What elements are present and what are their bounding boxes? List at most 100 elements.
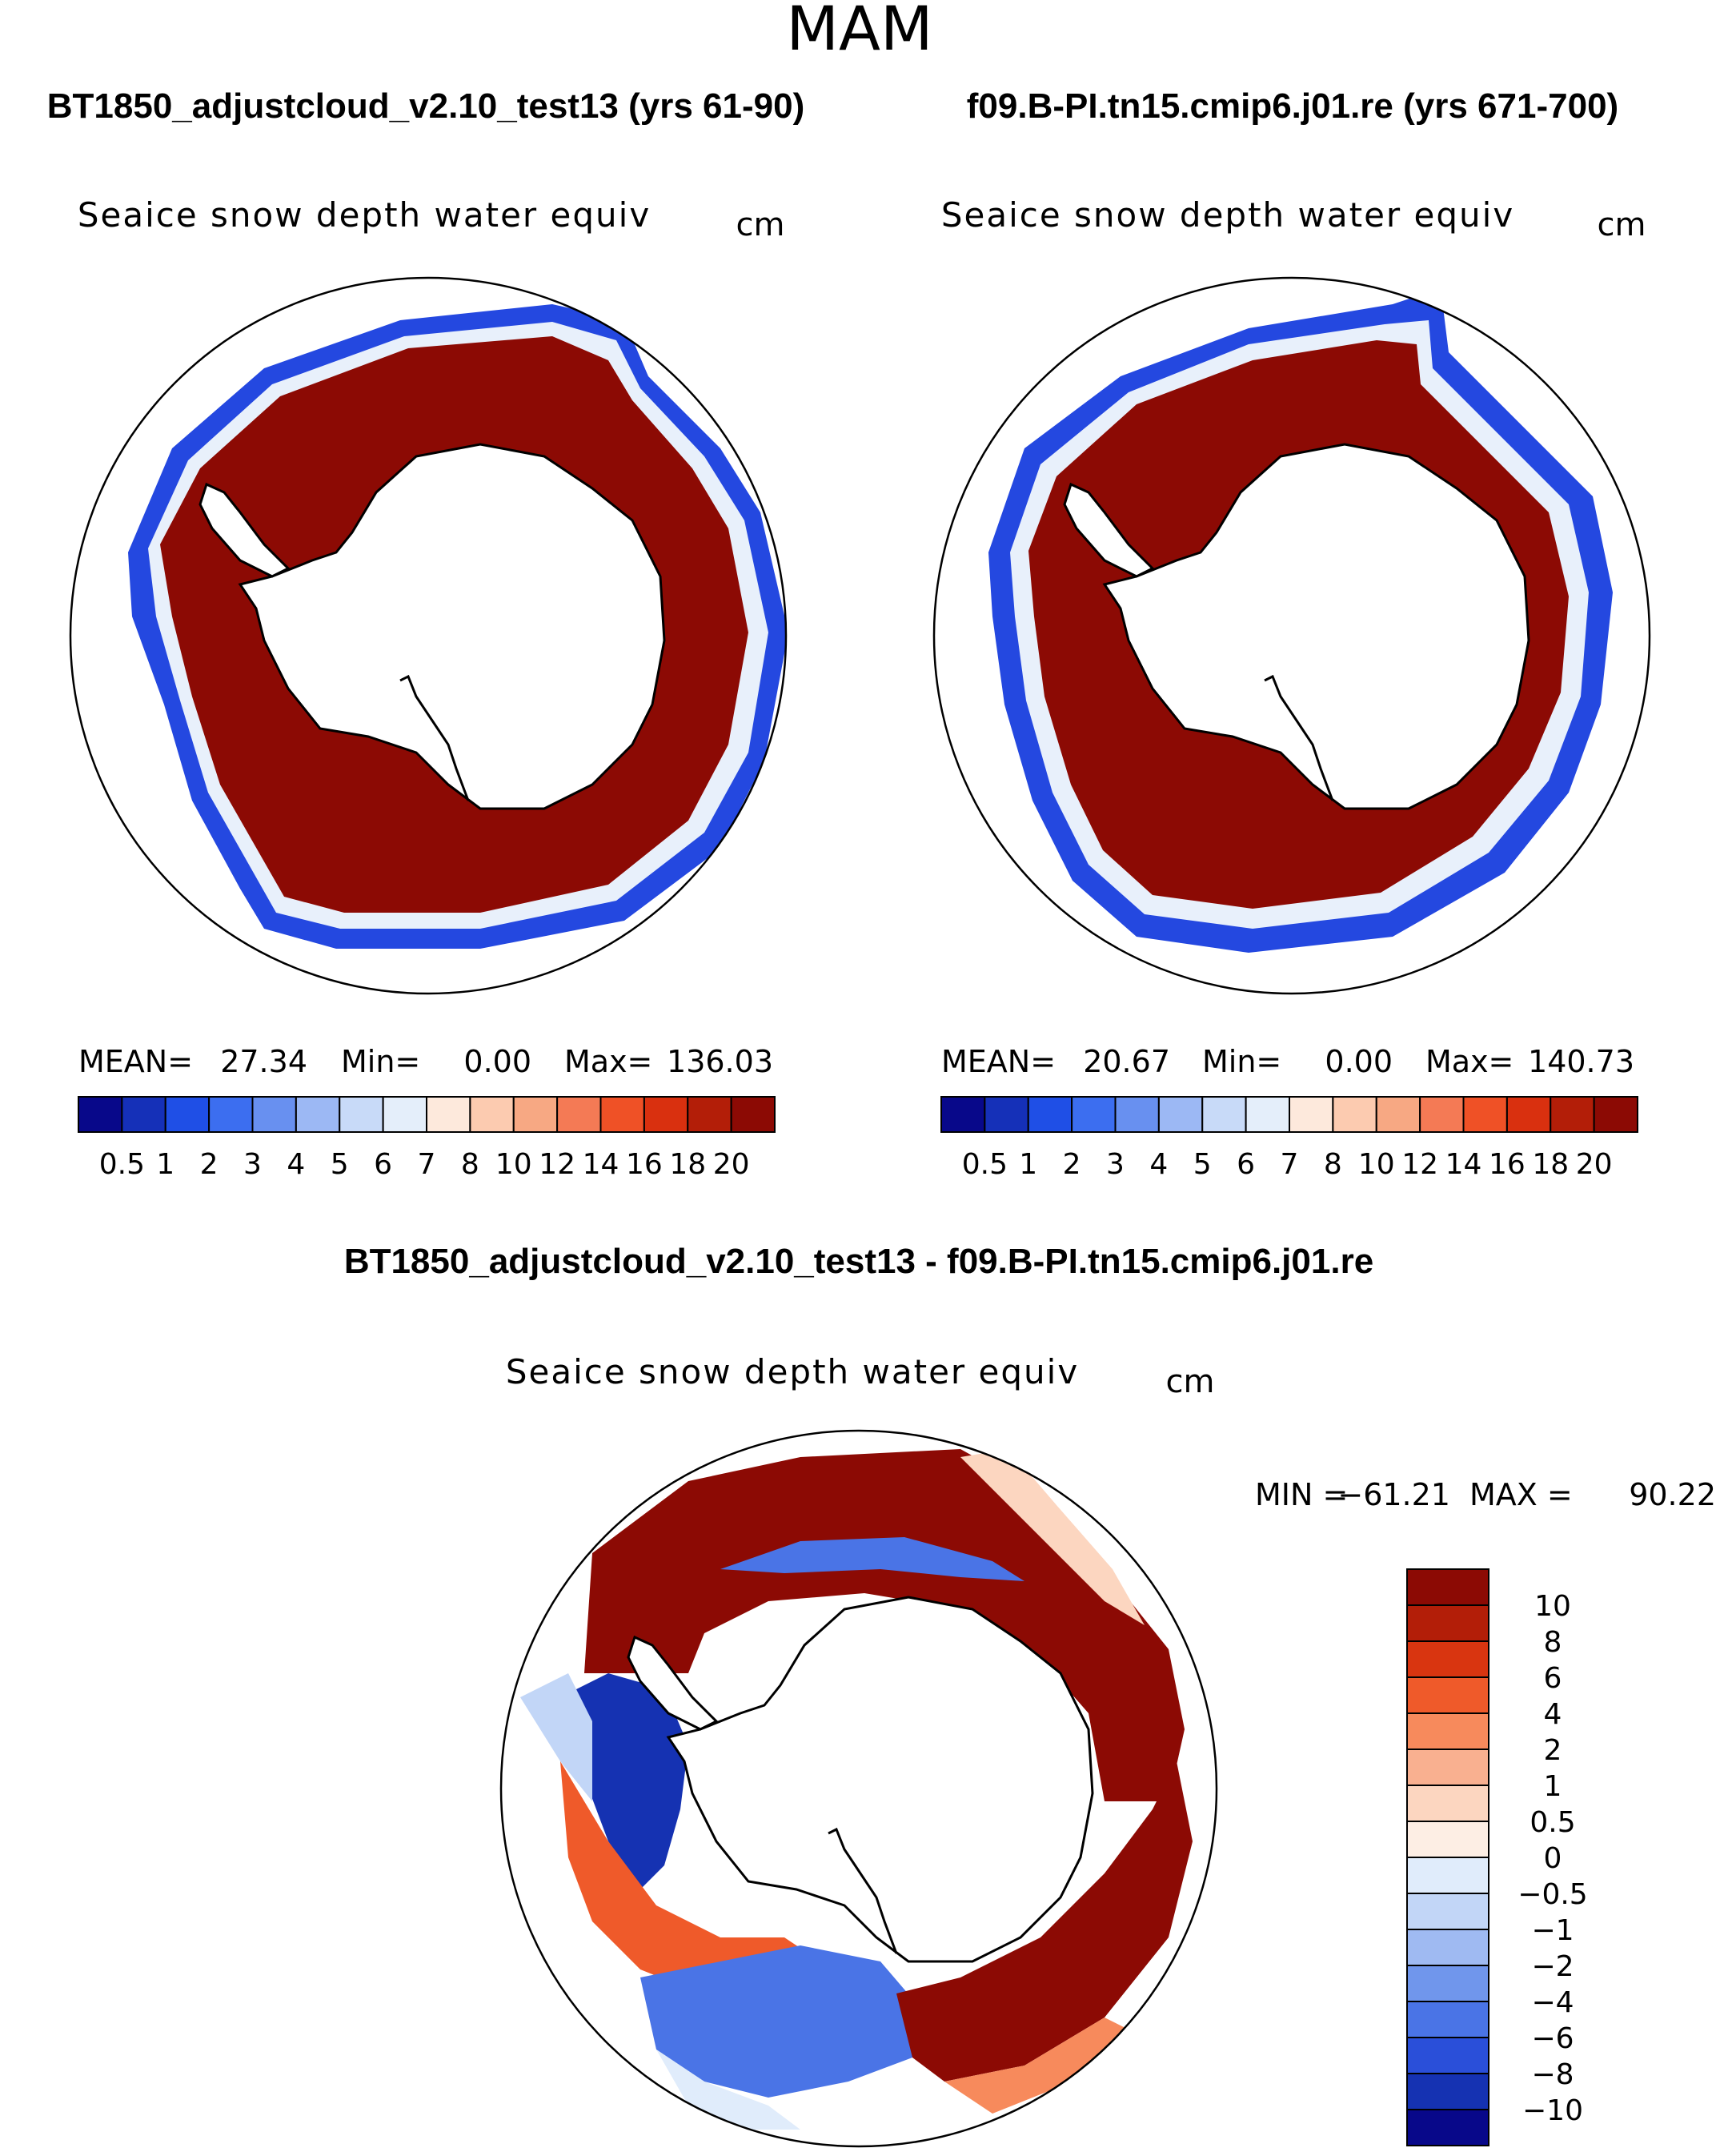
colorbar-diff-tick-label: 4	[1544, 1698, 1562, 1731]
max-value-diff: 90.22	[1629, 1477, 1716, 1512]
mean-value-right: 20.67	[1083, 1044, 1170, 1079]
colorbar-right-swatch	[1332, 1096, 1377, 1133]
colorbar-diff-tick-label: −8	[1531, 2058, 1574, 2091]
diff-negative-south	[640, 1945, 928, 2098]
colorbar-diff-tick-label: −1	[1531, 1914, 1574, 1947]
colorbar-left-tick-label: 16	[626, 1148, 663, 1181]
colorbar-right-swatch	[1419, 1096, 1465, 1133]
colorbar-diff-swatch	[1406, 1568, 1489, 1606]
max-label-diff: MAX =	[1469, 1477, 1573, 1512]
colorbar-diff-tick-label: 8	[1544, 1626, 1562, 1659]
colorbar-right: 0.5 1 2 3 4 5 6 7 8 10 12 14 16 18 20	[940, 1096, 1638, 1181]
colorbar-diff-tick-label: −2	[1531, 1950, 1574, 1983]
colorbar-left-tick-label: 2	[200, 1148, 219, 1181]
colorbar-diff-swatch	[1406, 1640, 1489, 1678]
colorbar-right-swatch	[1593, 1096, 1638, 1133]
colorbar-diff-swatch	[1406, 1965, 1489, 2002]
colorbar-left-swatch	[208, 1096, 254, 1133]
stats-diff: MIN = −61.21 MAX = 90.22	[1255, 1477, 1716, 1512]
mean-label-left: MEAN=	[78, 1044, 193, 1079]
colorbar-right-swatch	[1550, 1096, 1595, 1133]
ice-shelf-left	[399, 674, 470, 801]
colorbar-right-swatch	[1462, 1096, 1508, 1133]
colorbar-diff-swatch	[1406, 1929, 1489, 1966]
colorbar-right-tick-label: 2	[1063, 1148, 1081, 1181]
colorbar-left-tick-label: 0.5	[99, 1148, 145, 1181]
colorbar-right-swatch	[1289, 1096, 1334, 1133]
colorbar-right-swatch	[1114, 1096, 1160, 1133]
colorbar-left-swatch	[730, 1096, 776, 1133]
units-right: cm	[1598, 207, 1646, 243]
colorbar-diff-swatch	[1406, 1604, 1489, 1642]
colorbar-diff-swatch	[1406, 2109, 1489, 2146]
max-value-right: 140.73	[1528, 1044, 1634, 1079]
colorbar-left-swatch	[687, 1096, 732, 1133]
diff-positive-se	[896, 1761, 1193, 2082]
mean-value-left: 27.34	[220, 1044, 307, 1079]
diff-orange-se	[944, 2017, 1137, 2114]
colorbar-right-tick-label: 0.5	[962, 1148, 1008, 1181]
antarctica-left	[238, 443, 666, 810]
min-label-diff: MIN =	[1255, 1477, 1348, 1512]
min-value-diff: −61.21	[1337, 1477, 1450, 1512]
diff-positive-sw	[560, 1761, 864, 2009]
colorbar-left-tick-label: 5	[331, 1148, 349, 1181]
colorbar-diff-tick-label: −10	[1522, 2094, 1583, 2127]
colorbar-diff-tick-label: 6	[1544, 1662, 1562, 1695]
max-label-left: Max=	[564, 1044, 652, 1079]
colorbar-diff-swatch	[1406, 2001, 1489, 2038]
peninsula-diff	[627, 1635, 719, 1731]
map-frame-right	[932, 276, 1651, 995]
min-label-left: Min=	[341, 1044, 420, 1079]
var-title-diff: Seaice snow depth water equiv	[506, 1352, 1079, 1391]
panel-top-right: f09.B-PI.tn15.cmip6.j01.re (yrs 671-700)…	[932, 86, 1651, 1181]
max-value-left: 136.03	[667, 1044, 773, 1079]
colorbar-left-swatch	[382, 1096, 427, 1133]
colorbar-diff-tick-label: 2	[1544, 1734, 1562, 1767]
colorbar-right-swatch	[1245, 1096, 1290, 1133]
colorbar-diff-swatch	[1406, 1748, 1489, 1786]
min-value-right: 0.00	[1325, 1044, 1393, 1079]
colorbar-diff-tick-label: 0.5	[1530, 1806, 1575, 1839]
colorbar-right-swatch	[1027, 1096, 1073, 1133]
map-frame-diff	[499, 1429, 1218, 2148]
colorbar-right-tick-label: 14	[1445, 1148, 1482, 1181]
colorbar-left-swatch	[599, 1096, 645, 1133]
colorbar-diff-tick-label: 0	[1544, 1842, 1562, 1875]
antarctica-right	[1102, 443, 1530, 810]
colorbar-right-tick-label: 20	[1576, 1148, 1613, 1181]
colorbar-left-tick-label: 3	[243, 1148, 262, 1181]
colorbar-left-tick-label: 8	[461, 1148, 479, 1181]
colorbar-diff-swatch	[1406, 1893, 1489, 1930]
colorbar-left-swatch	[251, 1096, 297, 1133]
units-left: cm	[736, 207, 785, 243]
colorbar-right-tick-label: 10	[1358, 1148, 1395, 1181]
colorbar-right-tick-label: 1	[1019, 1148, 1037, 1181]
min-label-right: Min=	[1202, 1044, 1281, 1079]
ice-shelf-diff	[828, 1827, 898, 1954]
max-label-right: Max=	[1425, 1044, 1514, 1079]
case-title-diff: BT1850_adjustcloud_v2.10_test13 - f09.B-…	[344, 1242, 1373, 1281]
map-diff	[520, 1449, 1193, 2130]
colorbar-right-tick-label: 7	[1281, 1148, 1299, 1181]
colorbar-diff-swatch	[1406, 1857, 1489, 1894]
colorbar-right-tick-label: 8	[1324, 1148, 1342, 1181]
case-title-right: f09.B-PI.tn15.cmip6.j01.re (yrs 671-700)	[967, 86, 1618, 126]
diff-light-south	[656, 2050, 800, 2130]
diff-positive-north	[584, 1449, 1185, 1801]
colorbar-right-swatch	[1506, 1096, 1552, 1133]
colorbar-right-tick-label: 4	[1149, 1148, 1168, 1181]
colorbar-left-swatch	[164, 1096, 210, 1133]
colorbar-diff-swatch	[1406, 2037, 1489, 2074]
stats-left: MEAN= 27.34 Min= 0.00 Max= 136.03	[78, 1044, 773, 1079]
colorbar-left-swatch	[339, 1096, 384, 1133]
colorbar-left-tick-label: 10	[495, 1148, 532, 1181]
colorbar-right-swatch	[1201, 1096, 1247, 1133]
colorbar-left-swatch	[78, 1096, 123, 1133]
colorbar-right-swatch	[1071, 1096, 1117, 1133]
diff-light-west	[520, 1673, 592, 1801]
map-left	[128, 304, 786, 949]
min-value-left: 0.00	[463, 1044, 531, 1079]
diff-light-ne	[960, 1449, 1145, 1625]
